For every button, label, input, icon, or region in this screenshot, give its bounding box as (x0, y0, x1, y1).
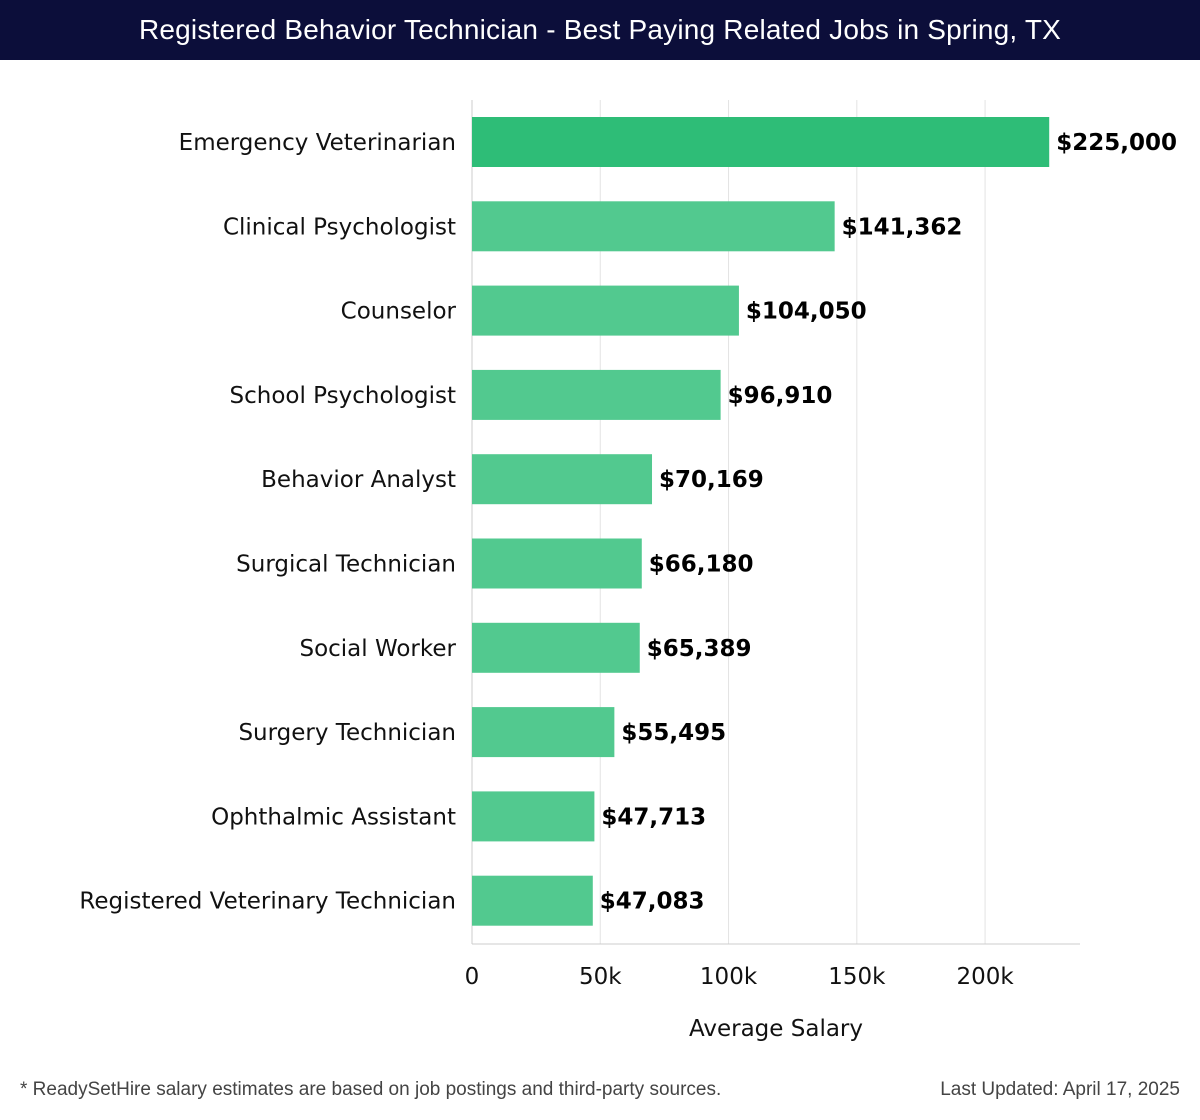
category-label: Social Worker (299, 636, 456, 662)
x-tick-label: 150k (828, 964, 886, 990)
x-tick-label: 200k (956, 964, 1014, 990)
bar (472, 369, 721, 420)
bar-chart: Emergency Veterinarian $225,000 Clinical P… (79, 100, 1177, 1042)
value-label: $225,000 (1056, 130, 1177, 156)
value-label: $55,495 (621, 720, 726, 746)
footer-note: * ReadySetHire salary estimates are base… (20, 1079, 722, 1100)
bar (472, 454, 653, 505)
value-label: $141,362 (842, 214, 963, 240)
bar (472, 538, 642, 589)
chart-title: Registered Behavior Technician - Best Pa… (138, 14, 1062, 45)
value-label: $65,389 (647, 636, 752, 662)
bar-layer (472, 117, 1050, 926)
category-label: Surgical Technician (236, 552, 456, 578)
label-layer: Emergency Veterinarian $225,000 Clinical P… (79, 130, 1177, 915)
value-label: $66,180 (649, 552, 754, 578)
value-label: $70,169 (659, 467, 764, 493)
category-label: Clinical Psychologist (223, 214, 456, 240)
bar (472, 622, 640, 673)
x-tick-label: 100k (700, 964, 758, 990)
value-label: $96,910 (728, 383, 833, 409)
category-label: Ophthalmic Assistant (211, 804, 456, 830)
category-label: Emergency Veterinarian (179, 130, 456, 156)
value-label: $104,050 (746, 299, 867, 325)
tick-layer: 0 50k 100k 150k 200k (465, 964, 1015, 990)
bar (472, 791, 595, 842)
bar (472, 707, 615, 758)
bar (472, 117, 1050, 167)
x-axis-title: Average Salary (689, 1016, 863, 1042)
category-label: Surgery Technician (238, 720, 456, 746)
category-label: Registered Veterinary Technician (79, 889, 456, 915)
footer-updated: Last Updated: April 17, 2025 (940, 1079, 1180, 1100)
category-label: School Psychologist (230, 383, 456, 409)
bar (472, 201, 835, 252)
category-label: Counselor (341, 299, 457, 325)
value-label: $47,713 (601, 804, 706, 830)
x-tick-label: 0 (465, 964, 480, 990)
bar (472, 285, 739, 336)
value-label: $47,083 (600, 889, 705, 915)
category-label: Behavior Analyst (261, 467, 456, 493)
x-tick-label: 50k (579, 964, 622, 990)
bar (472, 875, 593, 926)
title-bar: Registered Behavior Technician - Best Pa… (0, 0, 1200, 60)
